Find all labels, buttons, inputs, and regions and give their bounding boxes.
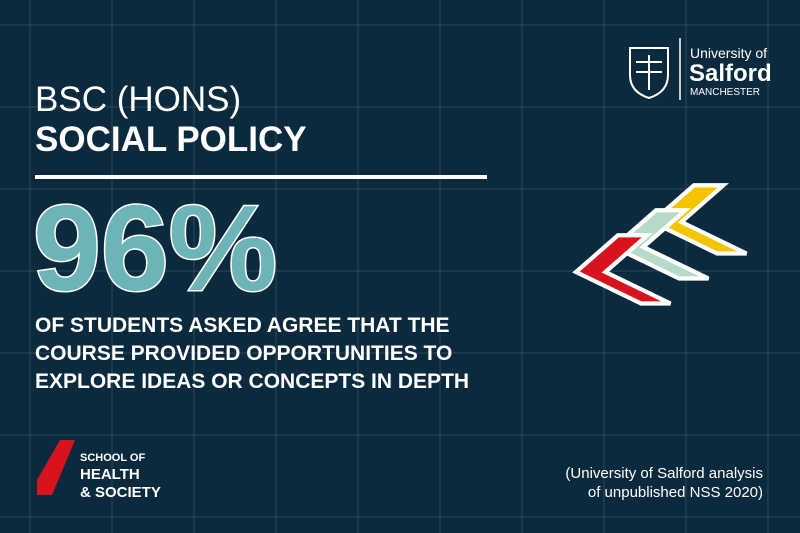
- stat-line: OF STUDENTS ASKED AGREE THAT THE: [35, 314, 450, 337]
- chevron: [610, 208, 710, 281]
- stat-figure: 96%: [33, 180, 277, 316]
- school-line: SCHOOL OF: [80, 452, 145, 464]
- crest-detail: [636, 55, 662, 90]
- logo-top: University of: [690, 45, 767, 61]
- chevron: [648, 183, 748, 256]
- chevrons: [572, 183, 748, 306]
- logo-city: MANCHESTER: [690, 87, 760, 98]
- source-line: of unpublished NSS 2020): [588, 484, 763, 501]
- school-line: & SOCIETY: [80, 484, 161, 501]
- crest: [629, 47, 669, 100]
- stat-line: COURSE PROVIDED OPPORTUNITIES TO: [35, 342, 452, 365]
- degree: BSC (HONS): [35, 80, 241, 119]
- chevron: [572, 233, 672, 306]
- logo-name: Salford: [689, 60, 772, 87]
- school-line: HEALTH: [80, 466, 140, 483]
- school-mark: [37, 440, 75, 495]
- course: SOCIAL POLICY: [35, 120, 307, 159]
- stat-line: EXPLORE IDEAS OR CONCEPTS IN DEPTH: [35, 370, 469, 393]
- logo: University of Salford MANCHESTER: [629, 38, 772, 100]
- source-line: (University of Salford analysis: [565, 465, 763, 482]
